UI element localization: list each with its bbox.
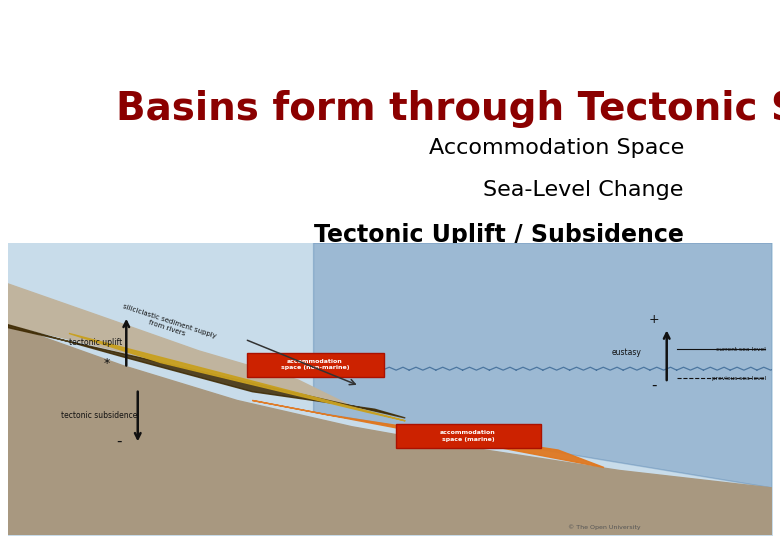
Text: accommodation
space (non-marine): accommodation space (non-marine): [281, 359, 349, 370]
Polygon shape: [314, 243, 772, 488]
Polygon shape: [253, 401, 604, 468]
Text: Tectonic Uplift / Subsidence: Tectonic Uplift / Subsidence: [314, 223, 684, 247]
Text: previous sea-level: previous sea-level: [712, 376, 766, 381]
Polygon shape: [8, 325, 772, 535]
Text: tectonic uplift: tectonic uplift: [69, 338, 122, 347]
Text: Sea-Level Change: Sea-Level Change: [484, 179, 684, 200]
Text: *: *: [104, 356, 110, 370]
Polygon shape: [8, 284, 352, 406]
Text: tectonic subsidence: tectonic subsidence: [62, 410, 138, 420]
Text: accommodation
space (marine): accommodation space (marine): [440, 430, 496, 442]
Text: -: -: [651, 378, 657, 393]
Text: siliciclastic sediment supply
from rivers: siliciclastic sediment supply from river…: [119, 303, 217, 346]
Text: Basins form through Tectonic Subsidence: Basins form through Tectonic Subsidence: [115, 90, 780, 128]
Text: eustasy: eustasy: [612, 348, 642, 357]
FancyBboxPatch shape: [247, 353, 384, 377]
Polygon shape: [8, 325, 406, 418]
FancyBboxPatch shape: [396, 424, 541, 448]
Text: +: +: [648, 314, 659, 327]
Text: Accommodation Space: Accommodation Space: [429, 138, 684, 158]
Text: -: -: [116, 434, 122, 449]
Polygon shape: [69, 333, 406, 421]
Text: © The Open University: © The Open University: [568, 524, 640, 530]
Text: current sea-level: current sea-level: [716, 347, 766, 352]
